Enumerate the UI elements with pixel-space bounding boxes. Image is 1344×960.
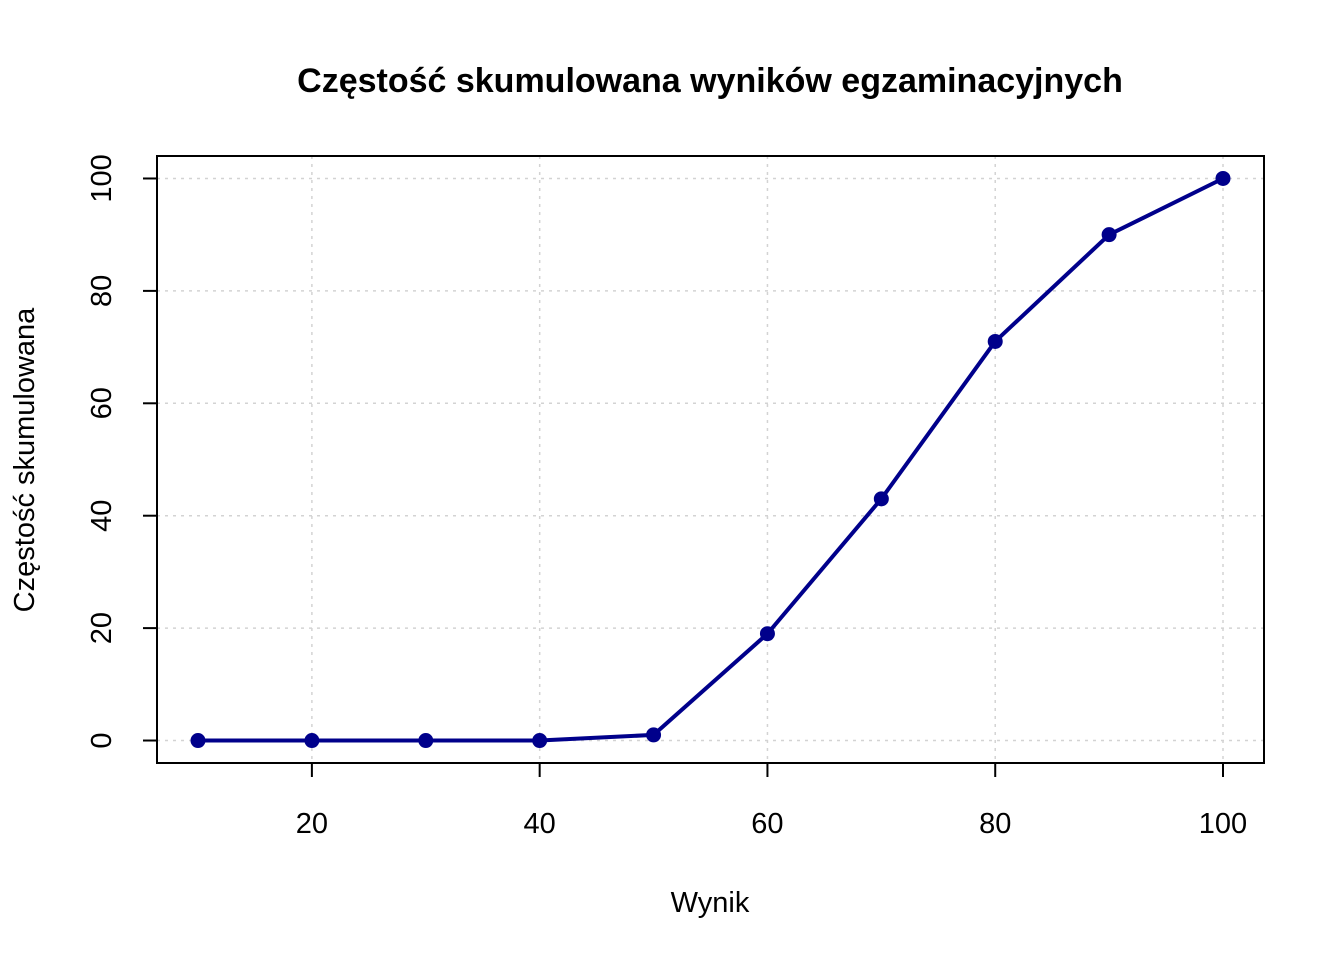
axes: 20 40 60 80 100 0 20 40 60 80 100	[86, 154, 1247, 840]
plot-frame	[156, 155, 1265, 764]
x-tick-label: 20	[296, 808, 328, 840]
x-tick-label: 60	[751, 808, 783, 840]
y-tick-label: 80	[86, 275, 118, 307]
data-point	[1101, 227, 1117, 243]
y-axis-label: Częstość skumulowana	[9, 307, 41, 612]
data-point	[987, 333, 1003, 349]
data-point	[1215, 170, 1231, 186]
data-point	[759, 626, 775, 642]
x-tick-label: 40	[524, 808, 556, 840]
data-point	[418, 733, 434, 749]
y-tick-label: 20	[86, 612, 118, 644]
data-point	[646, 727, 662, 743]
data-point	[190, 733, 206, 749]
x-tick-label: 100	[1199, 808, 1247, 840]
data-point	[532, 733, 548, 749]
x-tick-label: 80	[979, 808, 1011, 840]
series-line	[198, 176, 1224, 743]
x-axis-label: Wynik	[671, 887, 750, 919]
y-tick-label: 60	[86, 387, 118, 419]
data-point	[304, 733, 320, 749]
chart-title: Częstość skumulowana wyników egzaminacyj…	[297, 62, 1123, 100]
grid	[157, 156, 1264, 763]
data-point	[873, 491, 889, 507]
y-tick-label: 100	[86, 154, 118, 202]
y-tick-label: 0	[86, 732, 118, 748]
y-tick-label: 40	[86, 500, 118, 532]
series	[190, 170, 1231, 749]
